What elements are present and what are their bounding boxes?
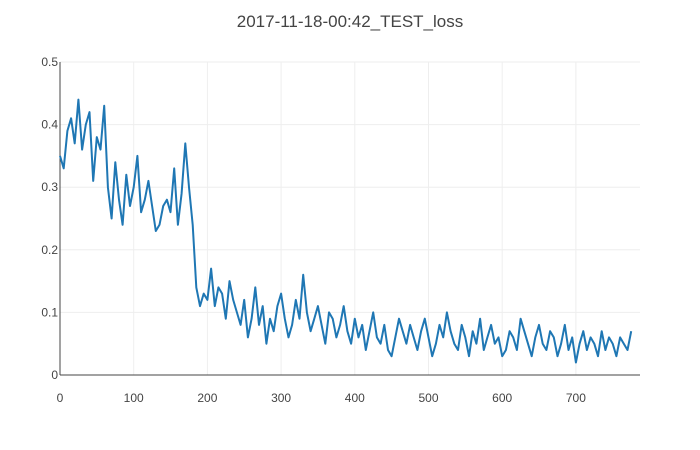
y-tick-label: 0.4 [41, 118, 58, 132]
series-layer [59, 98, 633, 364]
x-tick-label: 500 [418, 391, 438, 405]
x-tick-label: 300 [271, 391, 291, 405]
grid-lines [60, 61, 640, 375]
x-tick-label: 0 [57, 391, 64, 405]
x-tick-label: 100 [124, 391, 144, 405]
series-line-0 [59, 98, 633, 364]
x-tick-label: 700 [566, 391, 586, 405]
y-tick-label: 0.5 [41, 55, 58, 69]
axes [59, 62, 640, 376]
y-tick-label: 0 [51, 368, 58, 382]
x-tick-label: 200 [197, 391, 217, 405]
y-tick-label: 0.1 [41, 305, 58, 319]
y-tick-label: 0.3 [41, 180, 58, 194]
x-tick-label: 400 [345, 391, 365, 405]
y-tick-label: 0.2 [41, 243, 58, 257]
chart-title: 2017-11-18-00:42_TEST_loss [236, 12, 464, 31]
tick-labels: 0 100 200 300 400 500 600 700 0 0.1 0.2 0.3 0.4 0.5 [41, 55, 586, 405]
x-tick-label: 600 [492, 391, 512, 405]
